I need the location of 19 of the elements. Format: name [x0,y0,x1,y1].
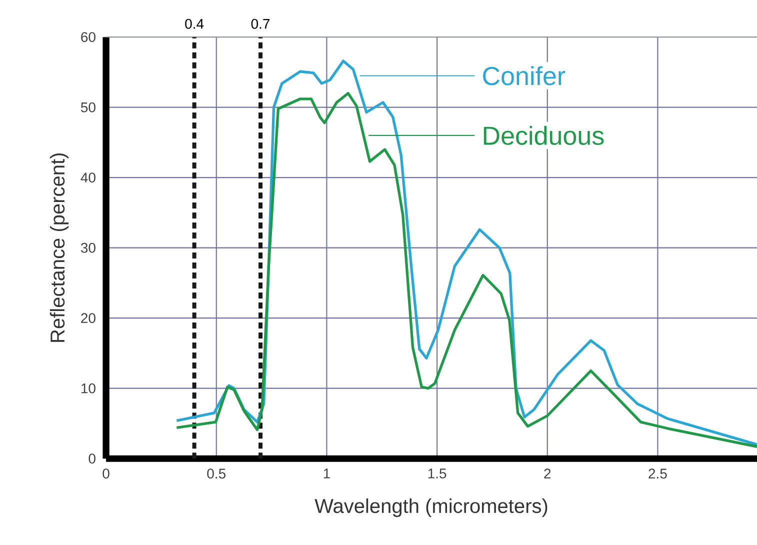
y-tick-label: 60 [81,32,96,42]
y-tick-label: 30 [80,242,96,253]
y-tick-label: 40 [80,172,96,182]
y-tick-label: 10 [81,383,96,394]
x-axis-title: Wavelength (micrometers) [314,498,548,517]
x-tick-label: 1.5 [428,468,446,478]
y-tick-label: 20 [81,313,96,323]
y-tick-label: 50 [80,102,96,112]
x-tick-label: 2 [544,468,551,478]
x-tick-label: 0.5 [207,468,226,478]
legend-label: Deciduous [484,126,604,145]
legend-label: Conifer [483,66,566,86]
ref-line-label: 0.7 [251,18,270,29]
y-tick-label: 0 [88,454,96,464]
y-axis-title: Reflectance (percent) [50,153,69,342]
x-tick-label: 1 [324,468,330,478]
ref-line-label: 0.4 [185,18,204,29]
x-tick-label: 0 [102,468,110,478]
x-tick-label: 2.5 [648,468,667,478]
